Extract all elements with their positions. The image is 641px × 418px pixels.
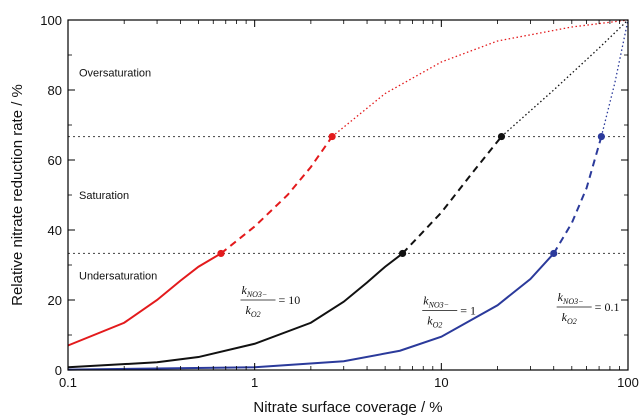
series-dotted-line [331,19,629,138]
series-solid-line [67,252,555,371]
equation-numerator: kNO3− [558,290,584,306]
threshold-lines [68,135,628,255]
series-solid-line [67,252,404,369]
x-tick-label: 1 [251,375,258,390]
series-marker [497,132,506,141]
y-tick-label: 80 [48,83,62,98]
series-solid-line [67,252,222,347]
series-dashed-line [401,135,503,255]
region-labels: Oversaturation Saturation Undersaturation [79,68,157,283]
equation-k: k [562,310,568,324]
axes: 0.1 1 10 100 0 20 40 60 80 100 [40,13,639,390]
series-dashed-line [552,136,603,254]
y-tick-label: 0 [55,363,62,378]
region-label: Saturation [79,190,129,202]
series-marker [217,249,225,258]
equation-value: = 0.1 [595,300,620,314]
y-tick-label: 100 [40,13,62,28]
equation-numerator: kNO3− [423,294,449,310]
series-dotted-line [501,19,629,138]
equation-subscript: NO3− [562,297,584,306]
equation-subscript: O2 [251,310,261,319]
y-axis-title: Relative nitrate reduction rate / % [9,84,26,306]
region-label: Undersaturation [79,271,157,283]
y-tick-label: 40 [48,223,62,238]
equation-k: k [241,283,247,297]
x-tick-label: 0.1 [59,375,77,390]
equation-k: k [245,303,251,317]
series-equation: kNO3−kO2= 1 [422,294,476,330]
equation-denominator: kO2 [245,303,260,319]
equation-subscript: O2 [433,321,443,330]
series-marker [597,132,605,141]
x-tick-label: 100 [617,375,639,390]
equation-numerator: kNO3− [241,283,267,299]
equation-denominator: kO2 [562,310,577,326]
equation-subscript: NO3− [428,301,450,310]
series-marker [398,249,407,258]
series-equation: kNO3−kO2= 0.1 [556,290,620,326]
equation-subscript: NO3− [246,290,268,299]
series-dashed-line [220,135,333,255]
region-label: Oversaturation [79,68,151,80]
series-marker [328,132,336,141]
series-equation: kNO3−kO2= 10 [240,283,300,319]
equation-k: k [423,294,429,308]
x-tick-label: 10 [434,375,448,390]
series-layer [67,19,629,371]
equation-value: = 1 [460,304,476,318]
x-axis-title: Nitrate surface coverage / % [253,399,442,416]
equation-subscript: O2 [567,317,577,326]
equation-k: k [558,290,564,304]
equation-k: k [427,314,433,328]
y-tick-label: 20 [48,293,62,308]
series-marker [550,249,558,258]
equation-denominator: kO2 [427,314,442,330]
equation-value: = 10 [278,293,300,307]
y-tick-label: 60 [48,153,62,168]
